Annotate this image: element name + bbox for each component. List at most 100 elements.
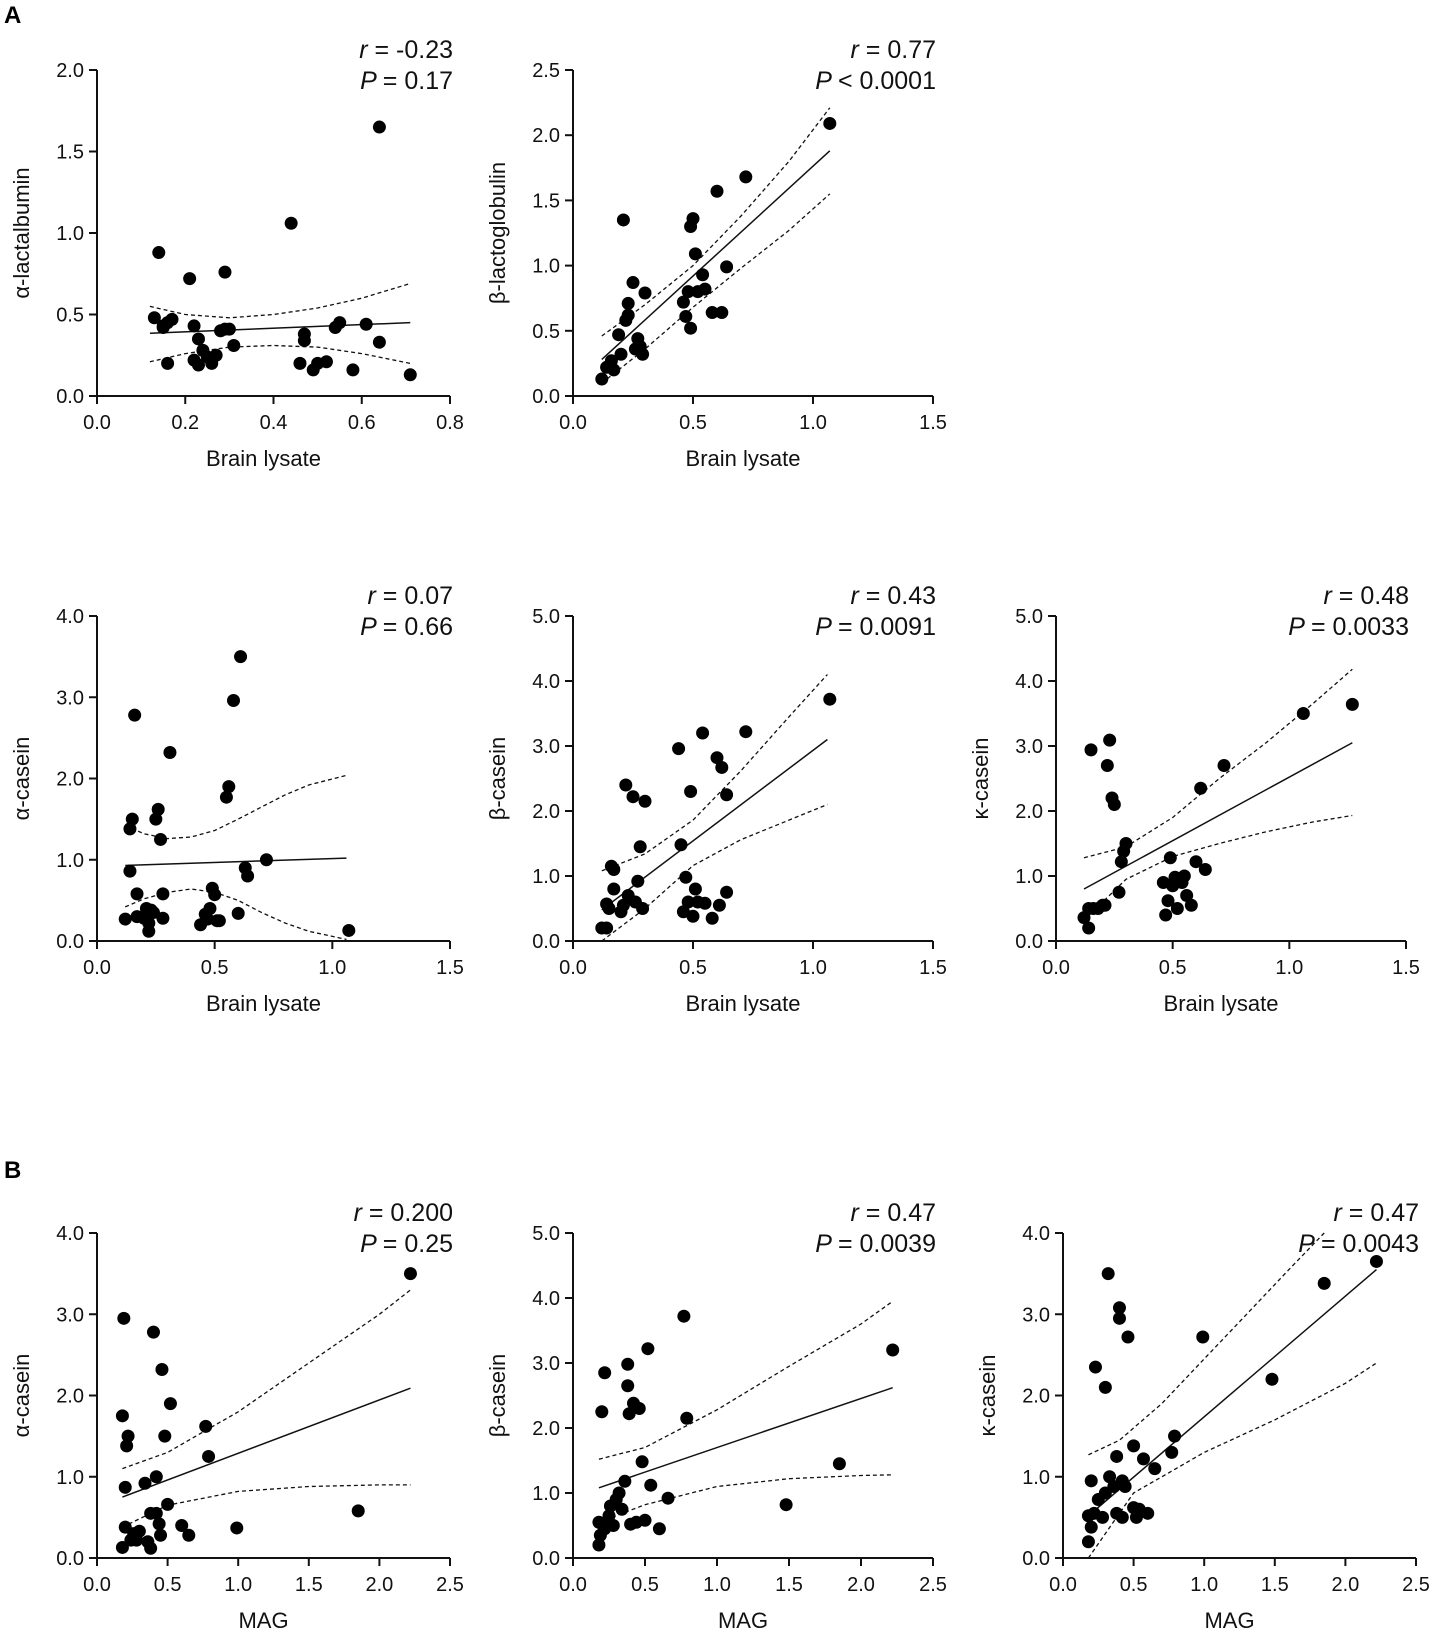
y-tick-label: 4.0 [56,1223,84,1245]
data-point [199,1419,213,1433]
data-point [187,319,201,333]
x-tick-label: 0.0 [83,957,111,979]
x-tick-label: 1.5 [919,957,947,979]
p-stat: P = 0.66 [360,613,453,641]
x-tick-label: 0.5 [679,957,707,979]
data-point [155,1363,169,1376]
y-tick-label: 2.0 [1015,801,1043,823]
data-point [592,1538,606,1552]
data-point [686,212,700,226]
data-point [1096,1510,1110,1524]
y-axis-title: α-casein [9,737,34,821]
data-point [739,170,753,184]
data-point [191,358,205,372]
p-stat: P = 0.0043 [1298,1230,1419,1258]
data-point [209,348,223,362]
ci-upper-line [601,674,828,872]
data-point [1159,908,1173,922]
data-point [1317,1276,1331,1290]
data-point [705,306,719,320]
data-point [1184,898,1198,912]
data-point [1177,869,1191,883]
data-point [672,742,686,756]
ci-upper-line [124,774,347,840]
data-point [832,1457,846,1471]
data-point [123,864,137,878]
data-point [132,1524,146,1538]
x-tick-label: 2.0 [365,1574,393,1596]
data-point [175,1519,189,1532]
x-tick-label: 2.0 [1331,1574,1359,1596]
data-point [680,1411,694,1425]
data-point [183,272,197,286]
data-point [1082,921,1096,935]
p-stat: P = 0.0039 [815,1230,936,1258]
y-tick-label: 0.5 [532,321,560,343]
data-point [1115,1510,1129,1524]
x-tick-label: 1.0 [224,1574,252,1596]
data-point [146,1325,160,1339]
data-point [710,184,724,198]
data-point [636,902,650,915]
r-stat: r = 0.47 [851,1199,936,1227]
p-stat: P = 0.25 [360,1230,453,1258]
data-point [1136,1452,1150,1466]
data-point [602,902,616,915]
data-point [219,790,233,804]
p-stat: P = 0.17 [360,67,453,95]
data-point [202,1449,216,1463]
data-point [676,295,690,309]
data-point [234,650,248,664]
y-tick-label: 1.0 [532,256,560,278]
data-point [1189,855,1203,869]
data-point [1084,1520,1098,1534]
data-point [1180,889,1194,902]
data-point [403,368,417,382]
y-tick-label: 5.0 [1015,606,1043,628]
x-axis-title: MAG [718,1608,768,1633]
data-point [156,319,170,333]
data-point [677,1309,691,1323]
y-axis-title: β-lactoglobulin [485,162,510,304]
y-tick-label: 1.0 [532,866,560,888]
data-point [1107,798,1121,811]
y-tick-label: 1.0 [532,1483,560,1505]
data-point [1121,1330,1135,1344]
data-point [698,282,712,296]
ci-lower-line [1083,814,1353,921]
data-point [1217,759,1231,772]
y-tick-label: 2.5 [532,60,560,82]
data-point [688,247,702,261]
data-point [351,1504,365,1518]
data-point [631,874,645,888]
y-tick-label: 2.0 [56,769,84,791]
x-tick-label: 1.5 [295,1574,323,1596]
y-tick-label: 0.0 [1022,1548,1050,1570]
x-tick-label: 0.0 [83,412,111,434]
data-point [158,1429,172,1443]
data-point [619,778,633,792]
x-axis-title: Brain lysate [686,446,801,471]
x-tick-label: 0.0 [1042,957,1070,979]
data-point [161,1497,175,1511]
data-point [684,785,698,798]
data-point [346,363,360,377]
ci-lower-line [601,803,828,942]
data-point [1163,851,1177,865]
data-point [212,914,226,928]
data-point [1198,863,1212,876]
data-point [230,1521,244,1535]
data-point [595,372,609,386]
panel-label-b: B [4,1157,22,1184]
y-tick-label: 0.0 [532,931,560,953]
data-point [686,909,700,923]
chart-5: 0.0 0.5 1.0 1.5 0.0 1.0 2.0 3.0 4.0 5.0 Brain lysa… [968,582,1420,1016]
data-point [705,911,719,925]
y-tick-label: 4.0 [1015,671,1043,693]
data-point [151,802,165,816]
data-point [1369,1254,1383,1268]
data-point [720,788,734,802]
y-tick-label: 4.0 [1022,1223,1050,1245]
r-stat: r = 0.77 [851,36,936,64]
